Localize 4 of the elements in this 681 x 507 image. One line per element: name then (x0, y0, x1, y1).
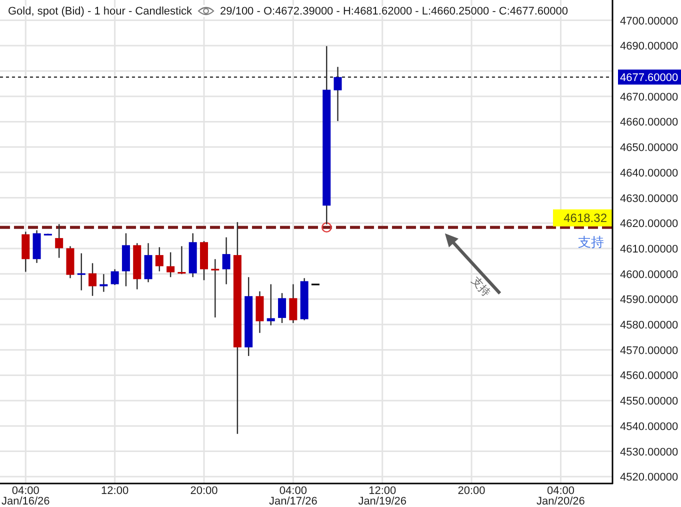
subtitle: 29/100 - O:4672.39000 - H:4681.62000 - L:4660.25000 - C:4677.60000 (220, 6, 568, 18)
annotation: 支持 (468, 274, 492, 300)
title: Gold, spot (Bid) - 1 hour - Candlestick (8, 6, 192, 18)
annotation: 4618.32 (564, 210, 608, 225)
